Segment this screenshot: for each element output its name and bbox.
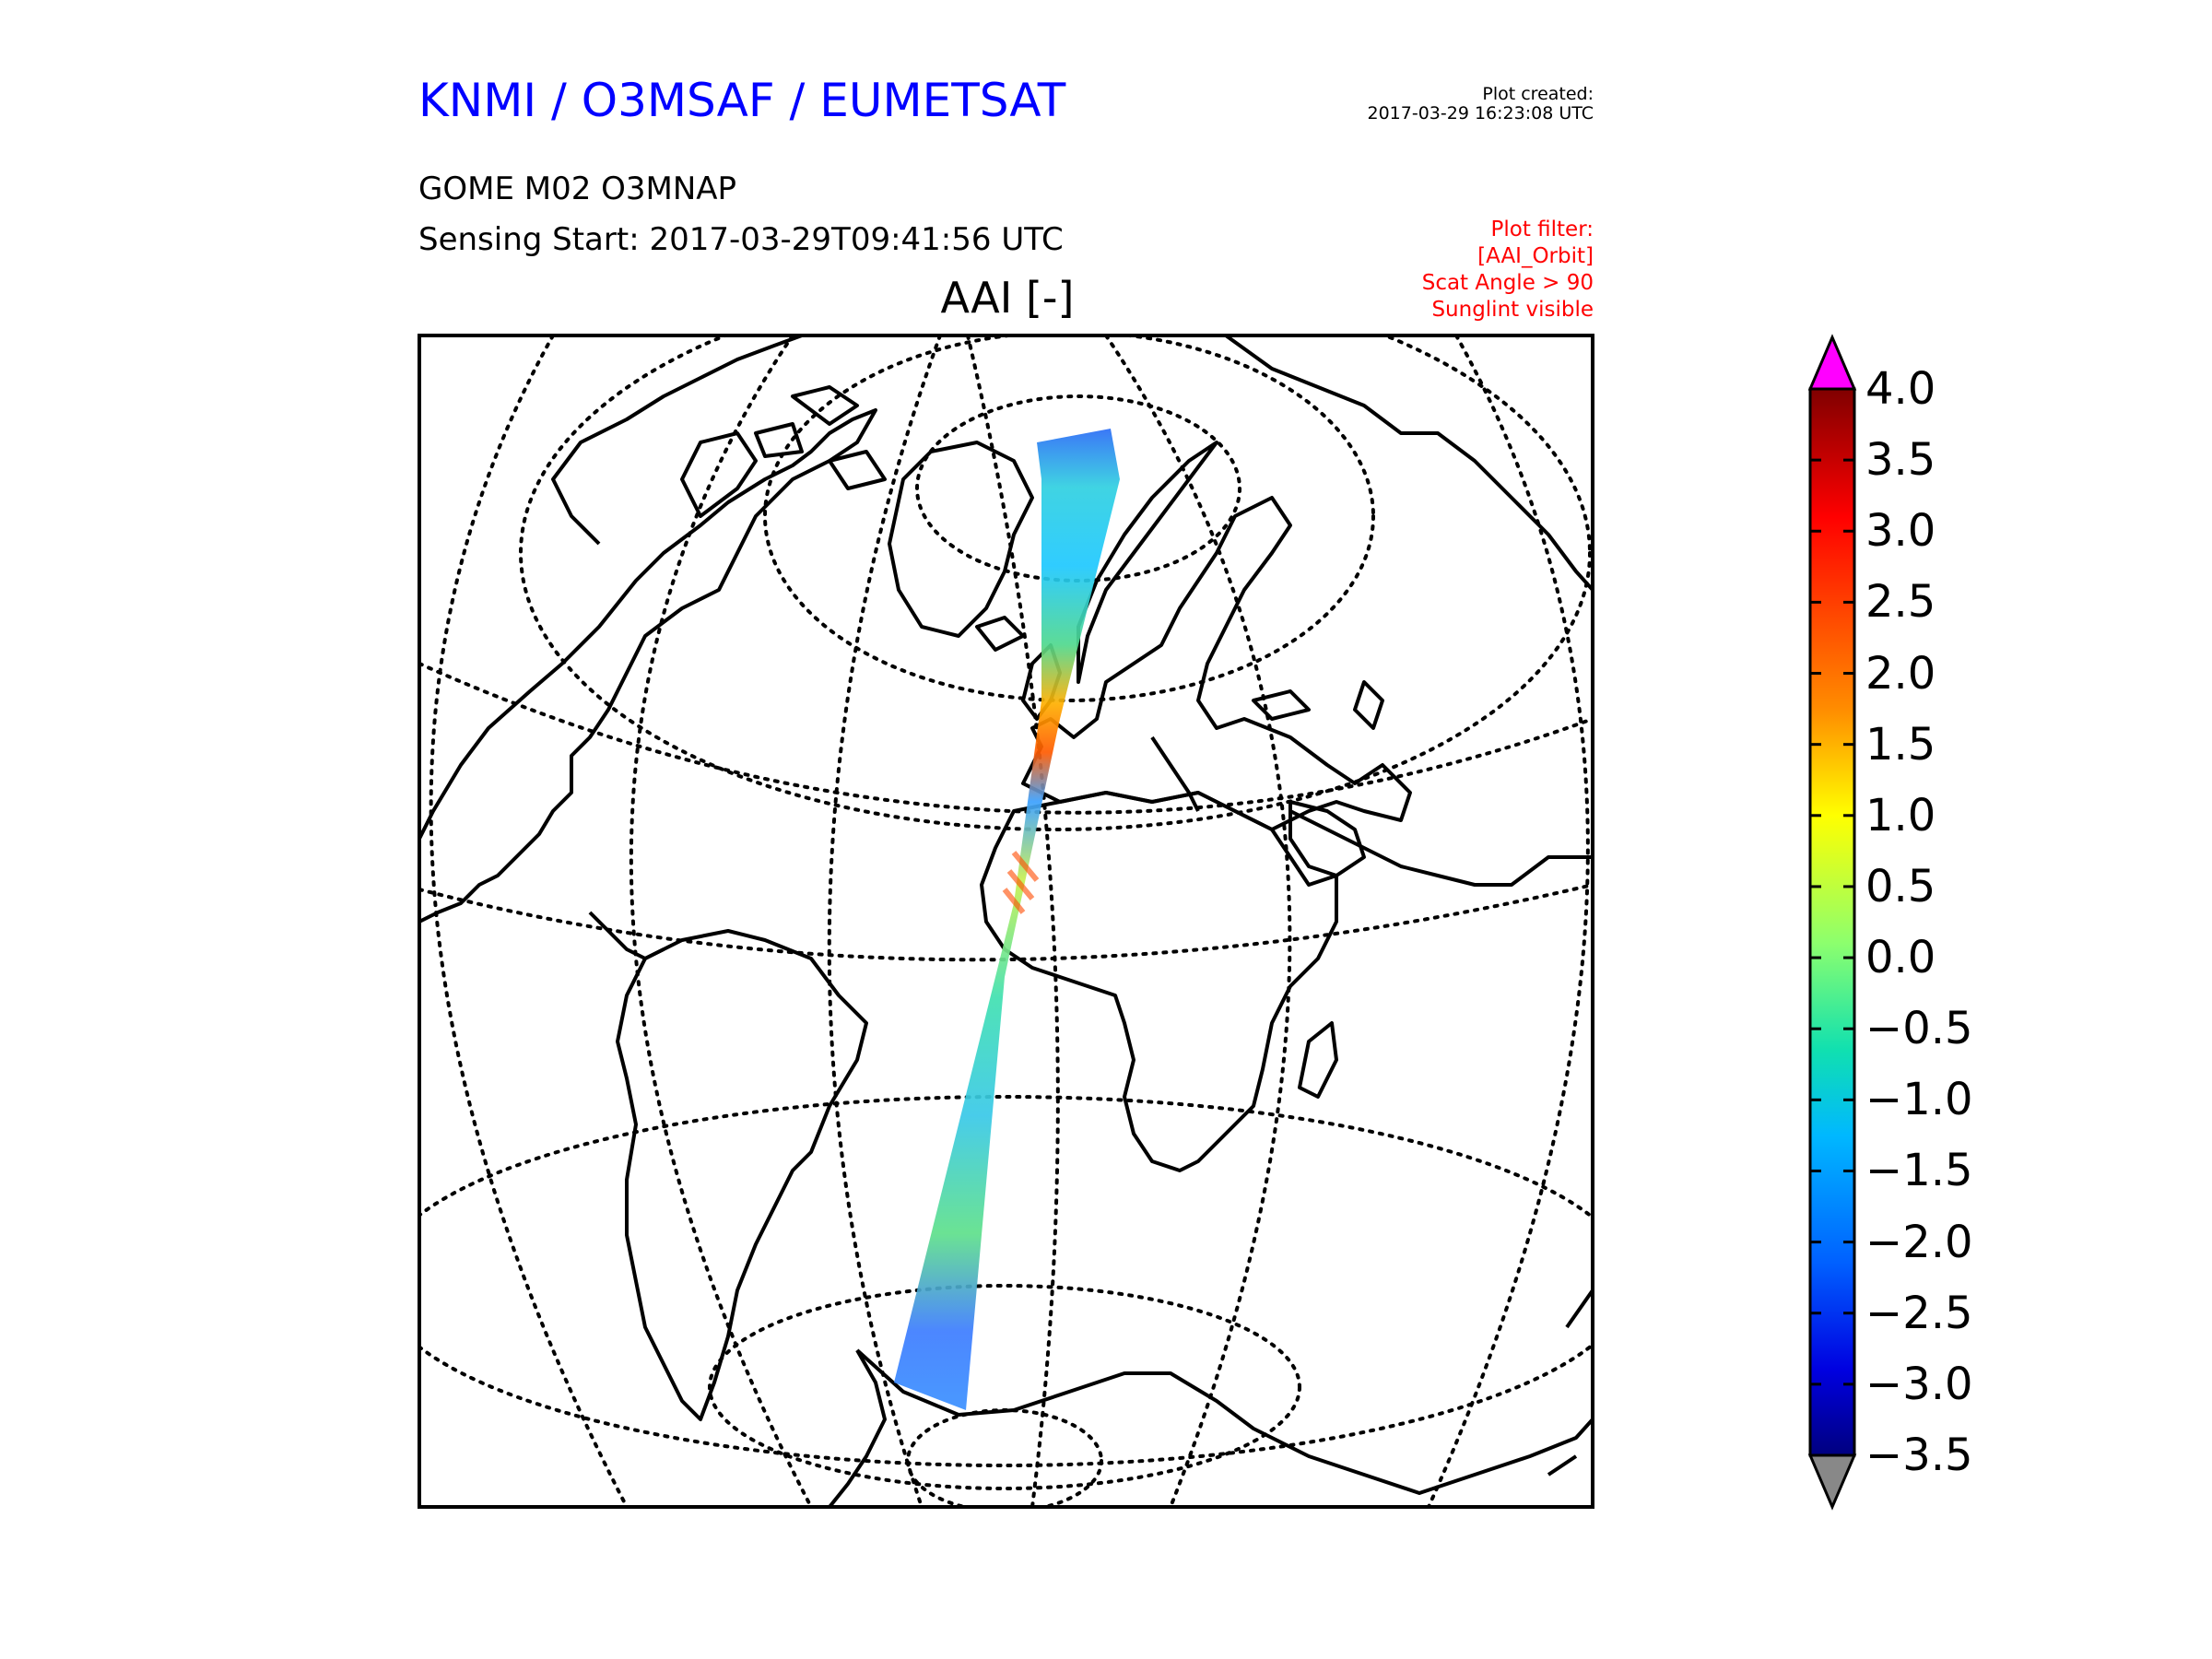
colorbar-over-arrow <box>1807 334 1857 391</box>
coast-antarctic-peninsula <box>828 1349 887 1507</box>
coast-greenland <box>888 441 1034 638</box>
meridian-2 <box>966 335 1060 1507</box>
plot-created-value: 2017-03-29 16:23:08 UTC <box>1367 103 1594 124</box>
colorbar-tick-label: −1.5 <box>1865 1145 1973 1197</box>
colorbar-tick-label: −3.5 <box>1865 1430 1973 1481</box>
coast-arctic-islands <box>754 385 887 490</box>
plot-created-label: Plot created: <box>1482 84 1594 104</box>
colorbar-tick-label: 1.0 <box>1865 789 1936 841</box>
sensing-start: Sensing Start: 2017-03-29T09:41:56 UTC <box>418 221 1064 258</box>
coast-madagascar <box>1298 1021 1338 1099</box>
coast-europe <box>1021 496 1412 831</box>
colorbar-gradient <box>1808 387 1856 1457</box>
coast-central-america <box>588 911 665 960</box>
colorbar-ticks <box>1810 387 1854 1457</box>
coast-italy <box>1150 735 1200 812</box>
latitude-equator <box>419 883 1593 962</box>
colorbar-tick-label: 2.5 <box>1865 576 1936 629</box>
plot-created: Plot created: 2017-03-29 16:23:08 UTC <box>1368 85 1594 124</box>
plot-filter-line: Scat Angle > 90 <box>1421 271 1594 295</box>
coast-asia <box>1224 335 1593 887</box>
colorbar-tick-label: −2.5 <box>1865 1287 1973 1339</box>
colorbar-tick-label: −3.0 <box>1865 1358 1973 1410</box>
latitude-20n <box>419 662 1593 815</box>
meridian-3 <box>1104 335 1292 1507</box>
plot-filter-label: Plot filter: <box>1490 218 1594 241</box>
meridian-4 <box>629 335 813 1507</box>
colorbar-tick-label: 0.5 <box>1865 860 1936 912</box>
latitude-circle-60n <box>763 335 1375 702</box>
coast-scandinavia <box>1077 441 1218 684</box>
map-frame <box>418 334 1594 1509</box>
coast-canada-north <box>551 335 803 546</box>
organization-title: KNMI / O3MSAF / EUMETSAT <box>418 74 1066 127</box>
coast-africa <box>980 791 1338 1172</box>
plot-filter-line: [AAI_Orbit] <box>1477 244 1594 268</box>
coast-iceland <box>975 616 1025 652</box>
colorbar-tick-label: −0.5 <box>1865 1003 1973 1055</box>
plot-filter-line: Sunglint visible <box>1431 298 1594 322</box>
colorbar-tick-label: 2.0 <box>1865 647 1936 700</box>
coast-south-america <box>616 929 868 1421</box>
coast-antarctica <box>855 1348 1593 1495</box>
colorbar-tick-label: 1.5 <box>1865 718 1936 771</box>
colorbar-tick-label: 0.0 <box>1865 932 1936 984</box>
latitude-circle-40n <box>519 335 1592 831</box>
swath-dust-streaks <box>1002 851 1040 914</box>
colorbar-tick-label: 4.0 <box>1865 363 1936 415</box>
colorbar-tick-label: −2.0 <box>1865 1216 1973 1268</box>
coast-hudson <box>680 431 758 518</box>
graticule <box>419 335 1593 1507</box>
meridian-6 <box>429 335 629 1507</box>
meridian-5 <box>1427 335 1590 1507</box>
coast-black-sea <box>1252 689 1311 721</box>
aai-swath <box>894 429 1120 1410</box>
colorbar-under-arrow <box>1807 1453 1857 1511</box>
plot-filter: Plot filter: [AAI_Orbit] Scat Angle > 90… <box>1422 217 1594 324</box>
coast-arabia <box>1288 800 1366 877</box>
coast-australia-edge <box>1547 1288 1593 1477</box>
coast-caspian <box>1353 680 1384 730</box>
product-name: GOME M02 O3MNAP <box>418 171 737 207</box>
colorbar-tick-label: −1.0 <box>1865 1074 1973 1126</box>
colorbar-tick-label: 3.5 <box>1865 434 1936 487</box>
meridian-1 <box>827 335 942 1507</box>
coast-north-america <box>419 408 877 924</box>
latitude-circle-60s <box>708 1284 1301 1490</box>
map-title: AAI [-] <box>940 273 1075 323</box>
colorbar-tick-label: 3.0 <box>1865 505 1936 558</box>
